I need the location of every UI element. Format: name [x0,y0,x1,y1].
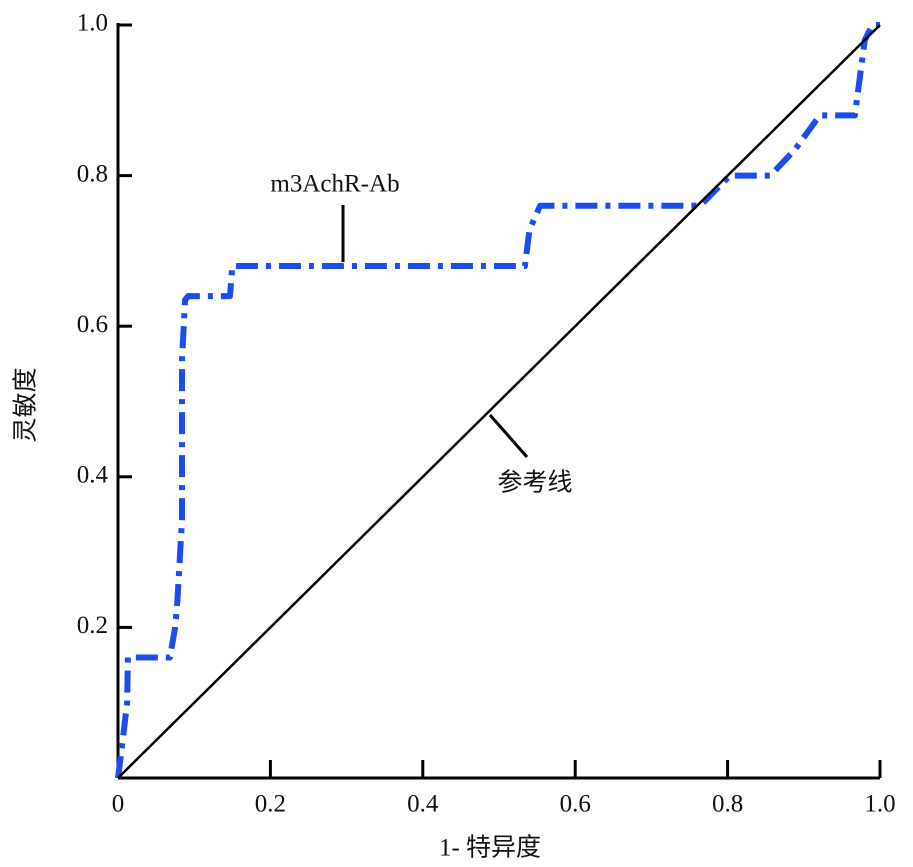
x-axis-label: 1- 特异度 [439,834,541,862]
series-line [117,24,881,779]
x-tick-label: 1.0 [864,791,895,818]
x-tick-label: 0.4 [407,791,439,818]
y-axis-label: 灵敏度 [12,367,40,442]
x-tick-label: 0 [112,791,125,818]
y-tick-label: 0.2 [77,612,108,639]
y-tick-label: 0.6 [77,311,108,338]
series-annotation: m3AchR-Ab [270,171,399,198]
y-tick-label: 1.0 [77,10,108,37]
x-tick-label: 0.6 [560,791,591,818]
series-annotation: 参考线 [497,469,572,497]
series-line [115,22,880,779]
y-tick-label: 0.4 [77,462,109,489]
annotation-leader [488,414,529,458]
x-tick-label: 0.2 [255,791,286,818]
x-tick-label: 0.8 [712,791,743,818]
y-tick-label: 0.8 [77,160,108,187]
